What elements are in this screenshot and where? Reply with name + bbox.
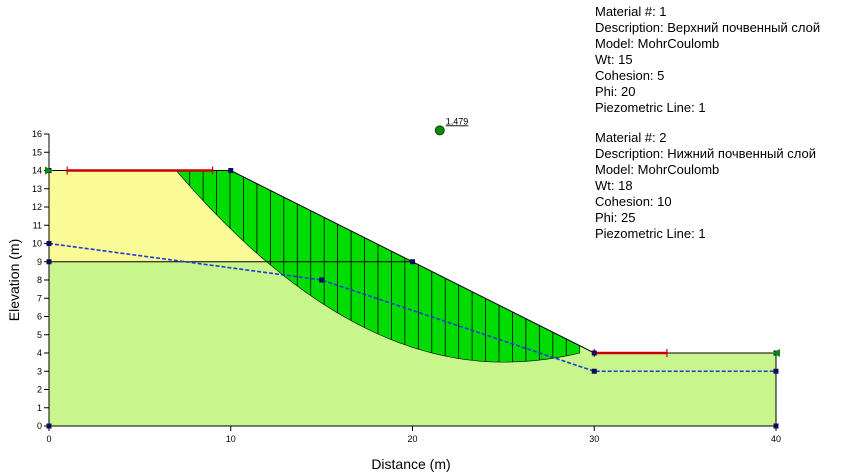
y-tick-label: 2 [37,385,42,395]
y-tick-label: 9 [37,257,42,267]
material-1-phi: Phi: 20 [595,84,636,99]
geometry-node [773,368,779,374]
y-tick-label: 11 [33,220,42,230]
material-1-piezometric-line: Piezometric Line: 1 [595,100,706,115]
y-tick-label: 10 [32,239,42,249]
material-2-phi: Phi: 25 [595,210,636,225]
x-tick-label: 10 [226,434,236,444]
material-2-description: Description: Нижний почвенный слой [595,146,816,161]
y-tick-label: 13 [32,184,42,194]
material-2-number: Material #: 2 [595,130,667,145]
slip-center-marker [434,125,445,136]
y-tick-label: 16 [32,129,42,139]
geometry-node [591,368,597,374]
geometry-node [319,277,325,283]
geometry-node [46,241,52,246]
x-axis-label: Distance (m) [371,456,450,472]
geometry-node [46,423,52,429]
material-1-cohesion: Cohesion: 5 [595,68,665,83]
geometry-node [228,168,234,173]
x-tick-label: 30 [589,434,599,444]
material-2-cohesion: Cohesion: 10 [595,194,672,209]
x-tick-label: 40 [771,434,781,444]
geometry-node [591,350,597,356]
y-tick-label: 1 [37,403,42,413]
right-boundary-marker [772,349,780,357]
material-2-weight: Wt: 18 [595,178,633,193]
y-tick-label: 14 [32,166,42,176]
y-axis-label: Elevation (m) [6,239,22,321]
material-legend: Material #: 1 Description: Верхний почве… [595,4,865,256]
geometry-node [410,259,415,265]
material-1-model: Model: MohrCoulomb [595,36,720,51]
material-1-info: Material #: 1 Description: Верхний почве… [595,4,865,116]
material-1-number: Material #: 1 [595,4,667,19]
y-tick-label: 3 [37,366,42,376]
slip-mass [175,170,581,363]
y-tick-label: 6 [37,312,42,322]
geometry-node [46,259,52,265]
material-2-piezometric-line: Piezometric Line: 1 [595,226,706,241]
y-tick-label: 15 [32,147,42,157]
y-tick-label: 7 [37,293,42,303]
y-tick-label: 8 [37,275,42,285]
material-1-weight: Wt: 15 [595,52,633,67]
material-2-info: Material #: 2 Description: Нижний почвен… [595,130,865,242]
material-2-model: Model: MohrCoulomb [595,162,720,177]
x-tick-label: 0 [46,434,51,444]
y-tick-label: 0 [37,421,42,431]
geometry-node [773,423,779,429]
factor-of-safety-label: 1,479 [446,116,469,126]
left-boundary-marker [45,166,53,175]
y-tick-label: 12 [32,202,42,212]
y-tick-label: 4 [37,348,42,358]
x-tick-label: 20 [407,434,417,444]
markers: 1,479 [45,116,780,429]
y-tick-label: 5 [37,330,42,340]
material-1-description: Description: Верхний почвенный слой [595,20,821,35]
